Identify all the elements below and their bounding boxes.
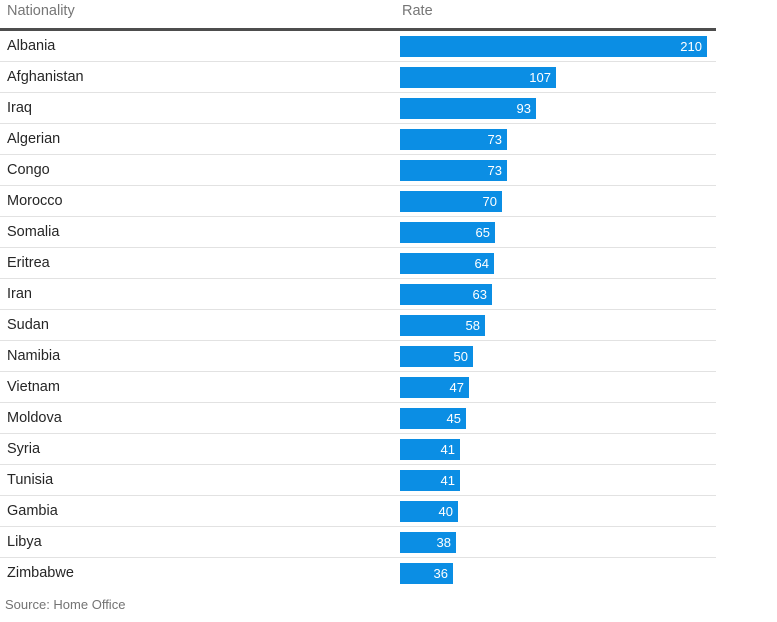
bar-cell: 107 (400, 66, 716, 88)
nationality-label: Morocco (7, 193, 63, 209)
bar-cell: 47 (400, 376, 716, 398)
rate-bar: 65 (400, 221, 495, 243)
rate-value: 73 (487, 162, 502, 178)
table-row: Morocco 70 (0, 186, 716, 217)
nationality-label: Gambia (7, 503, 58, 519)
bar-cell: 210 (400, 35, 716, 57)
nationality-label: Eritrea (7, 255, 50, 271)
rate-value: 70 (482, 193, 497, 209)
rate-value: 58 (465, 317, 480, 333)
nationality-label: Iraq (7, 100, 32, 116)
table-row: Vietnam 47 (0, 372, 716, 403)
bar-cell: 40 (400, 500, 716, 522)
nationality-label: Zimbabwe (7, 565, 74, 581)
table-row: Tunisia 41 (0, 465, 716, 496)
rate-value: 93 (516, 100, 531, 116)
nationality-label: Tunisia (7, 472, 54, 488)
rate-bar: 210 (400, 35, 707, 57)
bar-cell: 50 (400, 345, 716, 367)
rate-value: 63 (472, 286, 487, 302)
rate-bar: 93 (400, 97, 536, 119)
rate-value: 73 (487, 131, 502, 147)
bar-cell: 38 (400, 531, 716, 553)
table-row: Sudan 58 (0, 310, 716, 341)
nationality-label: Sudan (7, 317, 49, 333)
bar-cell: 73 (400, 128, 716, 150)
bar-cell: 63 (400, 283, 716, 305)
nationality-label: Libya (7, 534, 42, 550)
table-row: Algerian 73 (0, 124, 716, 155)
bar-cell: 41 (400, 469, 716, 491)
rate-value: 65 (475, 224, 490, 240)
rate-bar: 45 (400, 407, 466, 429)
rate-value: 41 (440, 441, 455, 457)
rate-value: 210 (680, 38, 702, 54)
bar-cell: 70 (400, 190, 716, 212)
bar-cell: 58 (400, 314, 716, 336)
rate-bar: 41 (400, 438, 460, 460)
nationality-label: Somalia (7, 224, 60, 240)
table-row: Zimbabwe 36 (0, 558, 716, 588)
table-row: Congo 73 (0, 155, 716, 186)
rate-value: 36 (433, 565, 448, 581)
nationality-label: Syria (7, 441, 41, 457)
rate-bar: 63 (400, 283, 492, 305)
rate-bar: 40 (400, 500, 458, 522)
table-row: Libya 38 (0, 527, 716, 558)
rate-value: 40 (438, 503, 453, 519)
table-row: Namibia 50 (0, 341, 716, 372)
rate-bar: 58 (400, 314, 485, 336)
column-header-nationality: Nationality (7, 3, 75, 19)
nationality-label: Afghanistan (7, 69, 84, 85)
bar-cell: 45 (400, 407, 716, 429)
table-row: Eritrea 64 (0, 248, 716, 279)
rate-bar: 38 (400, 531, 456, 553)
rate-bar: 107 (400, 66, 556, 88)
rate-bar: 36 (400, 562, 453, 584)
rate-value: 107 (529, 69, 551, 85)
rate-value: 41 (440, 472, 455, 488)
bar-cell: 73 (400, 159, 716, 181)
rate-value: 47 (449, 379, 464, 395)
table-row: Somalia 65 (0, 217, 716, 248)
nationality-label: Algerian (7, 131, 61, 147)
rate-bar: 73 (400, 128, 507, 150)
bar-cell: 93 (400, 97, 716, 119)
table-row: Iran 63 (0, 279, 716, 310)
bar-cell: 36 (400, 562, 716, 584)
table-row: Iraq 93 (0, 93, 716, 124)
table-header-row: Nationality Rate (0, 2, 716, 31)
table-row: Albania 210 (0, 31, 716, 62)
nationality-label: Vietnam (7, 379, 60, 395)
column-header-rate: Rate (402, 3, 433, 19)
nationality-label: Congo (7, 162, 50, 178)
bar-table-rows: Albania 210 Afghanistan 107 Iraq 93 Algerian 73… (0, 31, 716, 588)
bar-table: Nationality Rate Albania 210 Afghanistan 10… (0, 2, 716, 588)
rate-value: 64 (474, 255, 489, 271)
rate-bar: 47 (400, 376, 469, 398)
rate-bar: 70 (400, 190, 502, 212)
rate-value: 50 (453, 348, 468, 364)
rate-bar: 64 (400, 252, 494, 274)
table-row: Afghanistan 107 (0, 62, 716, 93)
rate-bar: 41 (400, 469, 460, 491)
table-row: Syria 41 (0, 434, 716, 465)
rate-value: 38 (436, 534, 451, 550)
bar-cell: 64 (400, 252, 716, 274)
rate-bar: 73 (400, 159, 507, 181)
rate-value: 45 (446, 410, 461, 426)
bar-cell: 41 (400, 438, 716, 460)
nationality-label: Moldova (7, 410, 62, 426)
bar-cell: 65 (400, 221, 716, 243)
table-row: Moldova 45 (0, 403, 716, 434)
rate-bar: 50 (400, 345, 473, 367)
source-attribution: Source: Home Office (5, 597, 126, 612)
nationality-label: Albania (7, 38, 56, 54)
table-row: Gambia 40 (0, 496, 716, 527)
nationality-label: Namibia (7, 348, 61, 364)
nationality-label: Iran (7, 286, 32, 302)
